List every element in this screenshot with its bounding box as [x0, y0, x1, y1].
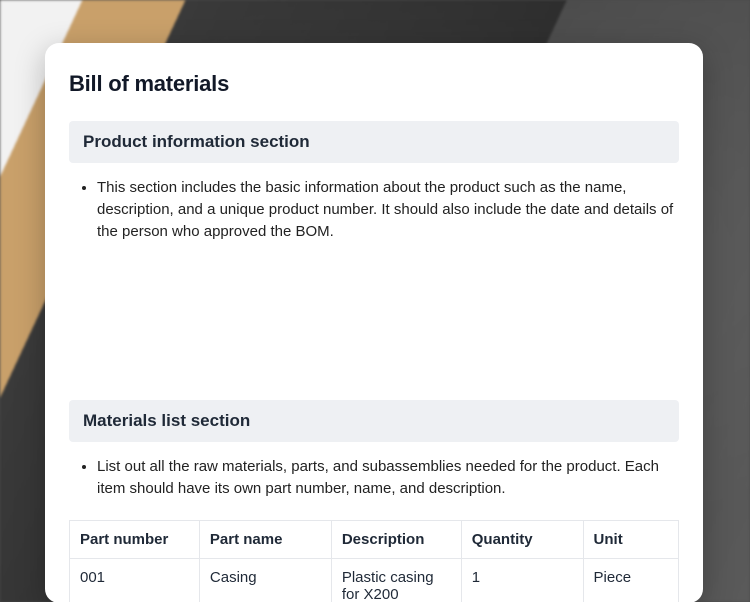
col-unit: Unit	[583, 520, 678, 558]
product-info-bullet: This section includes the basic informat…	[97, 177, 679, 242]
cell-description: Plastic casing for X200	[331, 558, 461, 602]
col-part-name: Part name	[199, 520, 331, 558]
document-card: Bill of materials Product information se…	[45, 43, 703, 602]
materials-list-bullet: List out all the raw materials, parts, a…	[97, 456, 679, 500]
section-header-product-info: Product information section	[69, 121, 679, 163]
cell-part-number: 001	[70, 558, 200, 602]
cell-quantity: 1	[461, 558, 583, 602]
materials-table: Part number Part name Description Quanti…	[69, 520, 679, 602]
col-description: Description	[331, 520, 461, 558]
materials-list-desc: List out all the raw materials, parts, a…	[69, 456, 679, 500]
col-part-number: Part number	[70, 520, 200, 558]
page-title: Bill of materials	[69, 71, 679, 97]
cell-unit: Piece	[583, 558, 678, 602]
product-info-list: This section includes the basic informat…	[69, 177, 679, 242]
table-header-row: Part number Part name Description Quanti…	[70, 520, 679, 558]
section-header-materials-list: Materials list section	[69, 400, 679, 442]
spacer	[69, 262, 679, 400]
cell-part-name: Casing	[199, 558, 331, 602]
col-quantity: Quantity	[461, 520, 583, 558]
table-row: 001 Casing Plastic casing for X200 1 Pie…	[70, 558, 679, 602]
